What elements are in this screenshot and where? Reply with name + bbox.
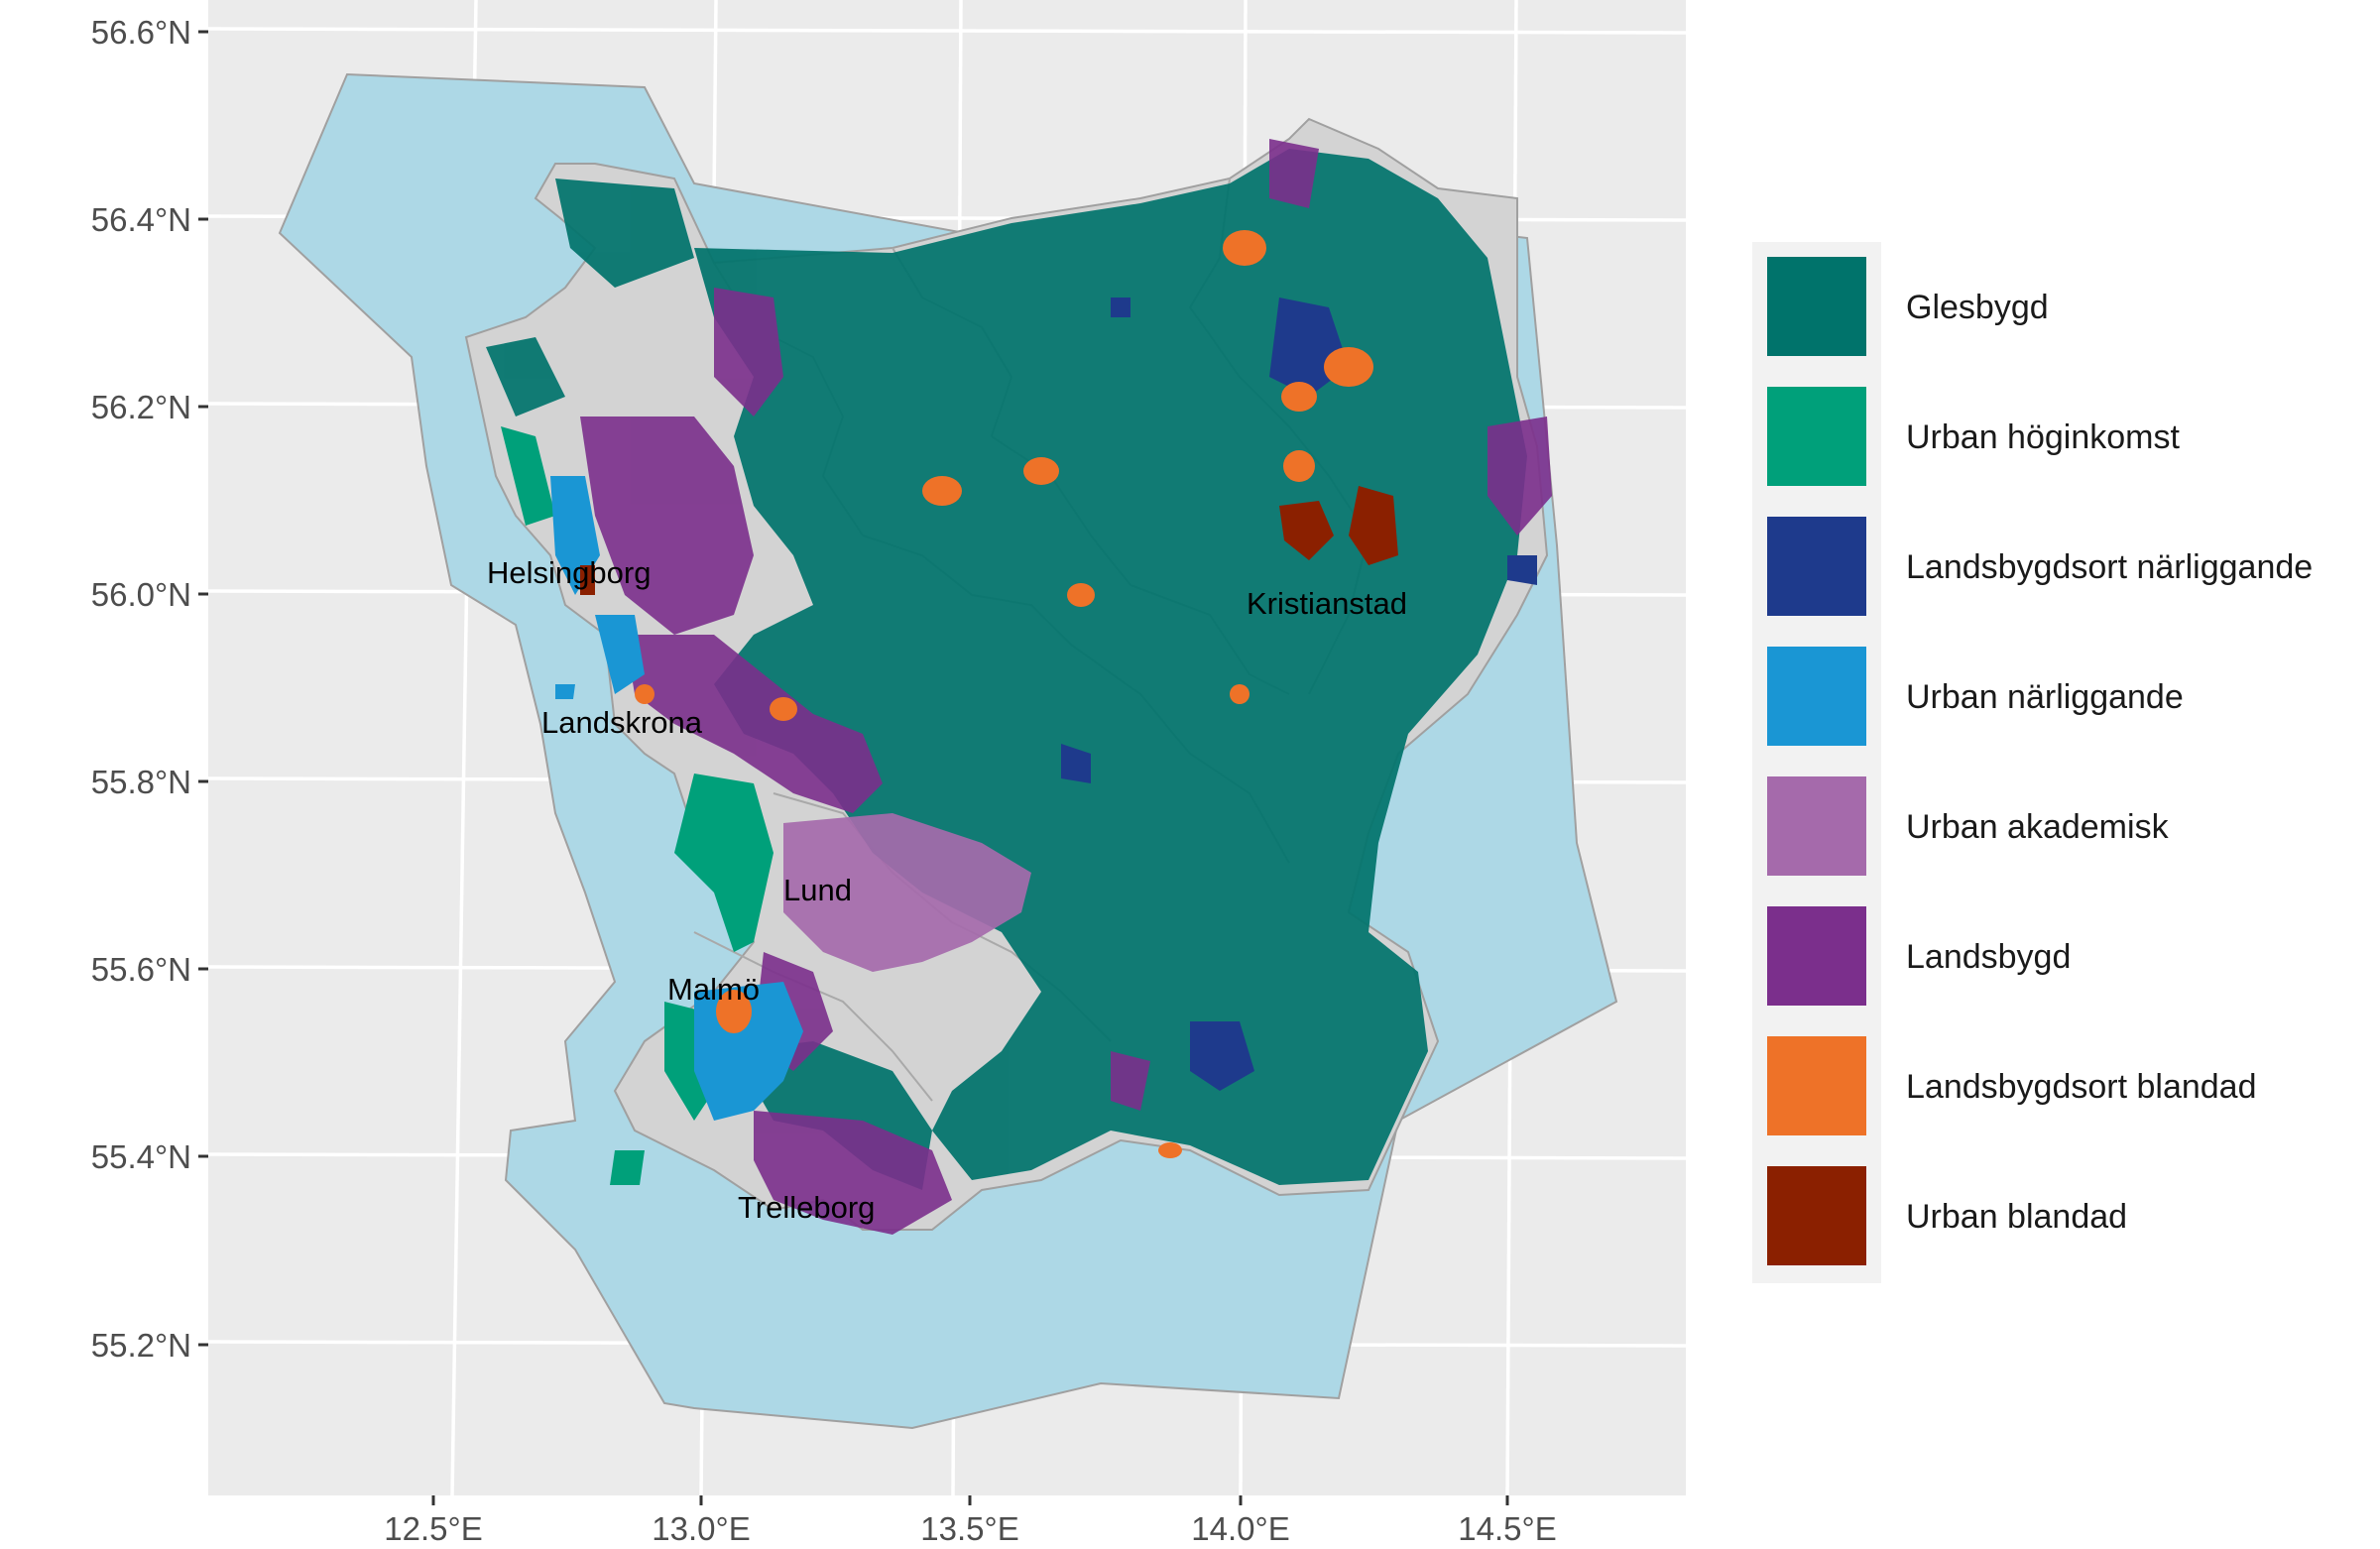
y-tick-label: 55.6°N xyxy=(91,951,191,988)
legend-label: Urban blandad xyxy=(1906,1198,2128,1236)
y-tick-label: 55.2°N xyxy=(91,1327,191,1364)
legend-label: Urban närliggande xyxy=(1906,678,2184,716)
legend-label: Urban akademisk xyxy=(1906,808,2169,846)
x-tick-label: 13.0°E xyxy=(652,1510,750,1547)
zones-landsbygdsort-blandad xyxy=(635,230,1373,1158)
zones-urban-blandad xyxy=(580,486,1398,595)
zones-urban-akademisk xyxy=(783,813,1031,972)
y-tick-label: 55.8°N xyxy=(91,764,191,800)
city-label-kristianstad: Kristianstad xyxy=(1247,586,1407,621)
city-label-lund: Lund xyxy=(783,873,852,907)
y-tick-label: 56.4°N xyxy=(91,201,191,238)
legend-label: Landsbygdsort närliggande xyxy=(1906,548,2314,586)
y-tick-label: 56.2°N xyxy=(91,389,191,425)
legend-label: Glesbygd xyxy=(1906,289,2049,326)
tick-marks xyxy=(198,30,1509,1505)
city-label-trelleborg: Trelleborg xyxy=(738,1190,875,1225)
x-tick-label: 14.5°E xyxy=(1458,1510,1556,1547)
legend-key-landsbygdsort-blandad xyxy=(1767,1036,1866,1135)
legend-key-urban-blandad xyxy=(1767,1166,1866,1265)
y-tick-label: 56.0°N xyxy=(91,576,191,613)
legend-key-landsbygd xyxy=(1767,906,1866,1006)
city-labels: Helsingborg Landskrona Lund Malmö Trelle… xyxy=(487,555,1407,1225)
legend-key-glesbygd xyxy=(1767,257,1866,356)
legend-label: Urban höginkomst xyxy=(1906,418,2180,456)
y-axis-labels: 56.6°N 56.4°N 56.2°N 56.0°N 55.8°N 55.6°… xyxy=(91,14,191,1364)
legend-label: Landsbygd xyxy=(1906,938,2072,976)
legend-key-urban-narliggande xyxy=(1767,647,1866,746)
x-tick-label: 13.5°E xyxy=(920,1510,1018,1547)
x-tick-label: 12.5°E xyxy=(384,1510,482,1547)
city-label-landskrona: Landskrona xyxy=(541,705,703,740)
y-tick-label: 55.4°N xyxy=(91,1138,191,1175)
legend-key-landsbygdsort-narliggande xyxy=(1767,517,1866,616)
x-tick-label: 14.0°E xyxy=(1191,1510,1289,1547)
legend-key-urban-akademisk xyxy=(1767,776,1866,876)
city-label-malmo: Malmö xyxy=(667,972,760,1007)
y-tick-label: 56.6°N xyxy=(91,14,191,51)
legend-label: Landsbygdsort blandad xyxy=(1906,1068,2257,1106)
legend-key-urban-hoginkomst xyxy=(1767,387,1866,486)
x-axis-labels: 12.5°E 13.0°E 13.5°E 14.0°E 14.5°E xyxy=(384,1510,1556,1547)
city-label-helsingborg: Helsingborg xyxy=(487,555,651,590)
